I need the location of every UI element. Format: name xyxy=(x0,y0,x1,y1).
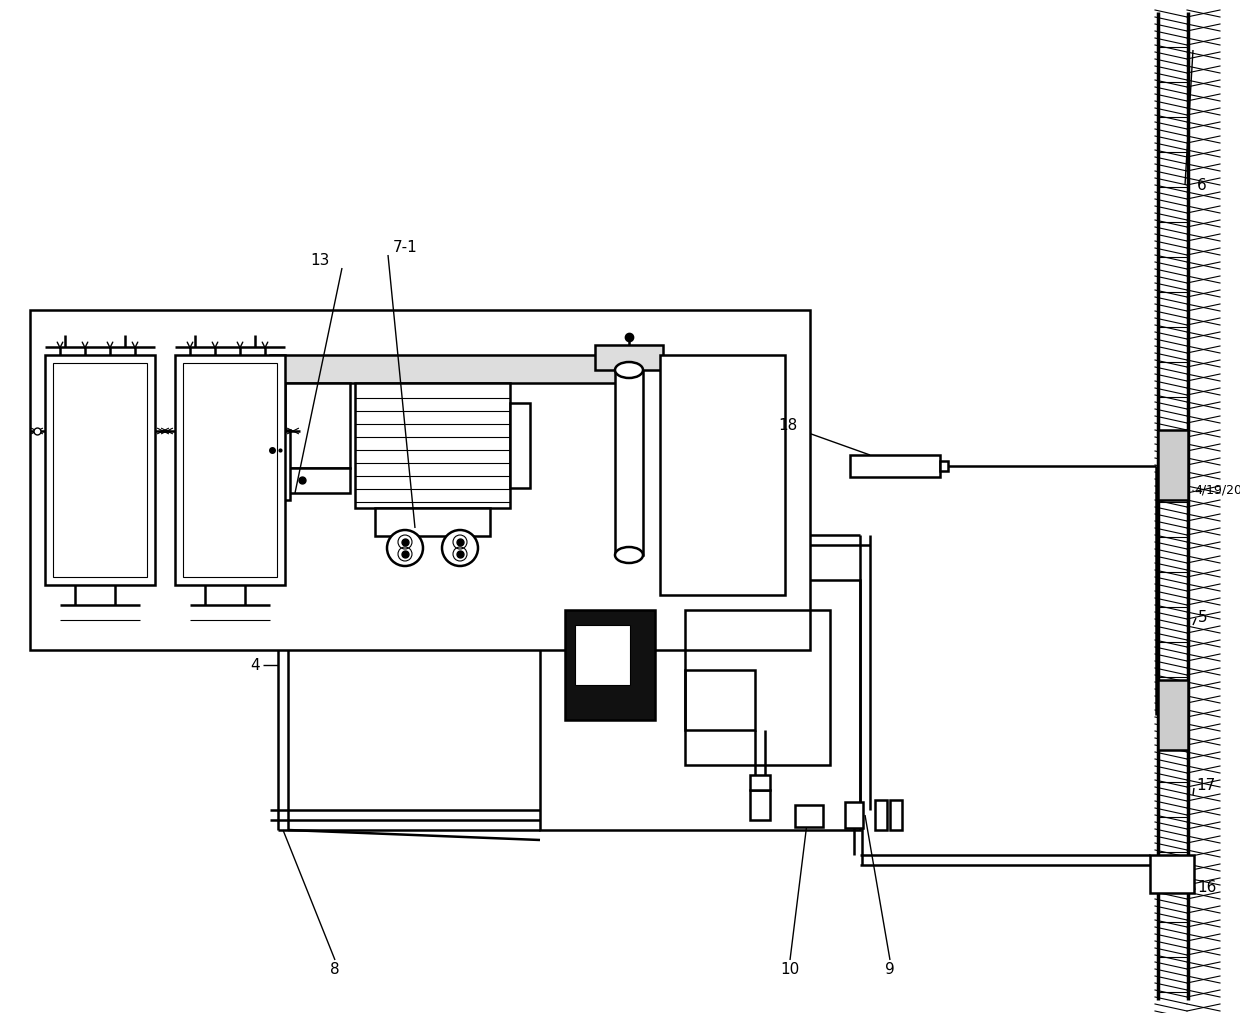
Text: 8: 8 xyxy=(330,962,340,978)
Bar xyxy=(660,355,785,595)
Bar xyxy=(1158,680,1188,750)
Bar xyxy=(684,670,755,730)
Bar xyxy=(1149,855,1194,893)
Bar xyxy=(285,468,350,493)
Ellipse shape xyxy=(615,362,644,378)
Text: 17: 17 xyxy=(1197,778,1215,792)
Bar xyxy=(270,355,620,383)
Bar xyxy=(875,800,887,830)
Bar xyxy=(45,355,155,585)
Bar xyxy=(890,800,901,830)
Bar xyxy=(285,383,350,468)
Bar xyxy=(374,508,490,536)
Text: 9: 9 xyxy=(885,962,895,978)
Text: 5: 5 xyxy=(1198,611,1208,625)
Ellipse shape xyxy=(441,530,477,566)
Bar xyxy=(750,790,770,820)
Ellipse shape xyxy=(387,530,423,566)
Bar xyxy=(575,625,630,685)
Text: 4: 4 xyxy=(250,657,260,673)
Text: 16: 16 xyxy=(1197,880,1216,895)
Bar xyxy=(940,461,949,471)
Bar xyxy=(1158,430,1188,500)
Bar xyxy=(53,363,148,577)
Bar xyxy=(684,610,830,765)
Text: 18: 18 xyxy=(779,417,797,433)
Bar xyxy=(510,403,529,488)
Bar xyxy=(355,383,510,508)
Bar xyxy=(844,802,863,828)
Bar xyxy=(539,580,861,830)
Bar xyxy=(849,455,940,477)
Ellipse shape xyxy=(615,547,644,563)
Bar xyxy=(30,310,810,650)
Text: 10: 10 xyxy=(780,962,800,978)
Text: 13: 13 xyxy=(311,252,330,267)
Bar xyxy=(615,370,644,555)
Text: 7-1: 7-1 xyxy=(393,239,418,254)
Bar xyxy=(175,355,285,585)
Text: 6: 6 xyxy=(1197,177,1207,192)
Bar xyxy=(265,430,290,500)
Bar xyxy=(184,363,277,577)
Text: 4/19/20: 4/19/20 xyxy=(1194,483,1240,496)
Bar xyxy=(795,805,823,827)
Bar xyxy=(750,775,770,790)
Bar xyxy=(595,345,663,370)
Bar xyxy=(565,610,655,720)
